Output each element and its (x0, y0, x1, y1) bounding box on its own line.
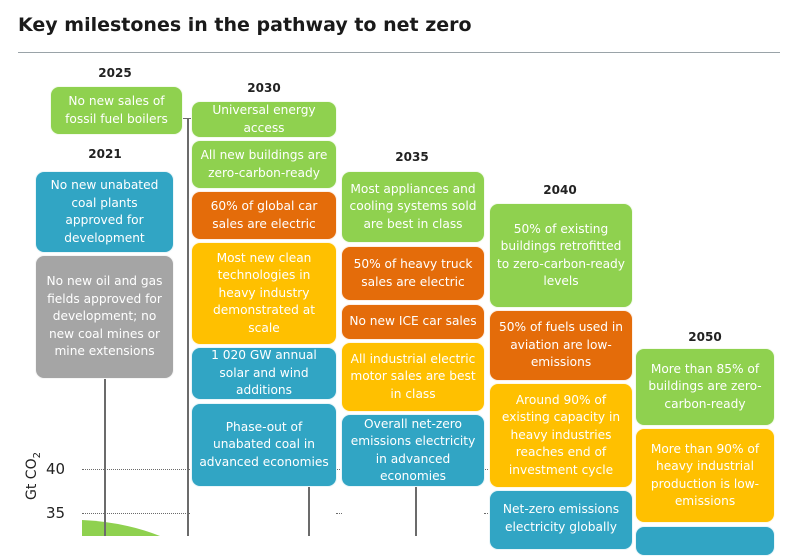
gridline-35b (336, 513, 342, 514)
gridline-40c (484, 469, 490, 470)
milestone-2050-next (635, 526, 775, 556)
year-2025: 2025 (98, 66, 132, 80)
connector-2030 (308, 486, 310, 536)
gridline-35c (484, 513, 490, 514)
year-2030: 2030 (247, 81, 281, 95)
milestone-2030-car-sales: 60% of global car sales are electric (191, 191, 337, 240)
connector-2025 (187, 118, 189, 536)
milestone-2040-industry-capacity: Around 90% of existing capacity in heavy… (489, 383, 633, 488)
milestone-2035-motors: All industrial electric motor sales are … (341, 342, 485, 412)
year-2050: 2050 (688, 330, 722, 344)
connector-2035 (415, 486, 417, 536)
milestone-2030-energy-access: Universal energy access (191, 101, 337, 138)
milestone-2035-ice-car-sales: No new ICE car sales (341, 304, 485, 340)
y-tick-35: 35 (46, 504, 66, 522)
milestone-2021-coal-plants: No new unabated coal plants approved for… (35, 171, 174, 253)
y-tick-40: 40 (46, 460, 66, 478)
year-2040: 2040 (543, 183, 577, 197)
milestone-2030-clean-tech: Most new clean technologies in heavy ind… (191, 242, 337, 345)
milestone-2040-aviation: 50% of fuels used in aviation are low-em… (489, 310, 633, 381)
y-axis-label: Gt CO2 (24, 452, 43, 500)
milestone-2040-electricity-global: Net-zero emissions electricity globally (489, 490, 633, 550)
gridline-40 (82, 469, 190, 470)
milestone-2030-buildings: All new buildings are zero-carbon-ready (191, 140, 337, 189)
milestone-2021-oil-gas: No new oil and gas fields approved for d… (35, 255, 174, 379)
emissions-curve-area (82, 520, 160, 536)
milestone-2035-electricity: Overall net-zero emissions electricity i… (341, 414, 485, 487)
milestone-2035-heavy-truck: 50% of heavy truck sales are electric (341, 246, 485, 301)
title-divider (18, 52, 780, 53)
milestone-2050-buildings: More than 85% of buildings are zero-carb… (635, 348, 775, 426)
milestone-2040-retrofit: 50% of existing buildings retrofitted to… (489, 203, 633, 308)
gridline-40b (336, 469, 342, 470)
year-2021: 2021 (88, 147, 122, 161)
milestone-2050-industry: More than 90% of heavy industrial produc… (635, 428, 775, 523)
gridline-35 (82, 513, 190, 514)
milestone-2030-solar-wind: 1 020 GW annual solar and wind additions (191, 347, 337, 400)
emissions-area-chart (82, 520, 160, 536)
page-title: Key milestones in the pathway to net zer… (18, 14, 472, 36)
milestone-2030-coal-phaseout: Phase-out of unabated coal in advanced e… (191, 403, 337, 487)
milestone-2035-appliances: Most appliances and cooling systems sold… (341, 171, 485, 243)
connector-2021 (104, 378, 106, 536)
year-2035: 2035 (395, 150, 429, 164)
milestone-2025-boilers: No new sales of fossil fuel boilers (50, 86, 183, 135)
connector-2025-h (183, 118, 191, 119)
